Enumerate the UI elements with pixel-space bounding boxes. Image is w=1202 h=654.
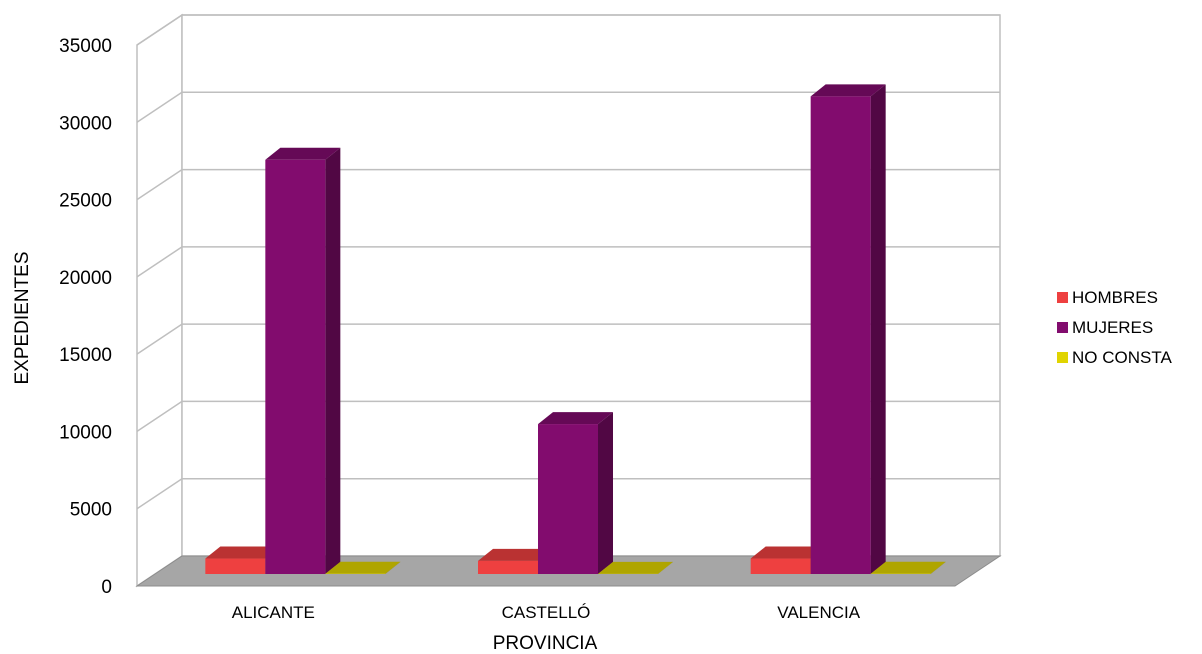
y-tick-label: 25000 [59,191,112,212]
bar-mujeres-2 [810,84,886,575]
gridline [136,91,1000,123]
bar-mujeres-0 [265,147,341,574]
legend: HOMBRES MUJERES NO CONSTA [1057,288,1172,367]
bar-top [870,561,946,574]
bar-no-consta-1 [598,561,673,574]
gridline [136,477,1000,510]
x-axis-categories: ALICANTE CASTELLÓ VALENCIA [232,603,861,622]
bar-front [538,424,598,574]
y-tick-label: 20000 [59,268,112,289]
x-category-label: VALENCIA [777,603,860,622]
side-wall [136,13,183,588]
y-tick-label: 10000 [59,422,112,443]
bar-front [478,560,538,574]
legend-label: MUJERES [1072,318,1153,337]
bar-top [598,561,673,574]
gridline [136,323,1000,355]
bar-front [810,96,871,575]
gridline [136,168,1000,201]
gridline [136,246,1000,278]
x-category-label: CASTELLÓ [502,603,591,622]
bar-side [870,84,886,575]
legend-label: NO CONSTA [1072,348,1172,367]
legend-label: HOMBRES [1072,288,1158,307]
x-category-label: ALICANTE [232,603,315,622]
bar-top [265,147,341,160]
gridline [136,14,1000,46]
legend-swatch [1057,352,1068,363]
bar-side [325,147,341,574]
bar-no-consta-2 [870,561,946,574]
bar-side [385,561,401,574]
y-tick-label: 0 [101,577,112,598]
y-tick-label: 35000 [59,36,112,57]
y-tick-label: 5000 [70,500,112,521]
bar-side [930,561,946,574]
x-axis-title: PROVINCIA [493,633,598,654]
bar-top [205,546,281,559]
y-tick-label: 30000 [59,113,112,134]
y-axis-ticks: 0 5000 10000 15000 20000 25000 30000 35000 [59,36,112,598]
bar-top [538,412,613,425]
y-tick-label: 15000 [59,345,112,366]
bar-side [658,561,673,574]
bars [205,84,946,575]
bar-top [750,546,826,559]
bar-front [750,558,811,574]
legend-swatch [1057,322,1068,333]
bar-top [810,84,886,97]
bar-side [598,412,613,574]
legend-swatch [1057,292,1068,303]
y-axis-title: EXPEDIENTES [12,251,33,384]
bar-no-consta-0 [325,561,401,574]
bar-front [265,159,326,574]
gridline [136,400,1000,433]
bar-mujeres-1 [538,412,613,574]
bar-top [478,548,553,561]
bar-front [205,558,266,574]
gridlines [136,14,1000,510]
bar-top [325,561,401,574]
